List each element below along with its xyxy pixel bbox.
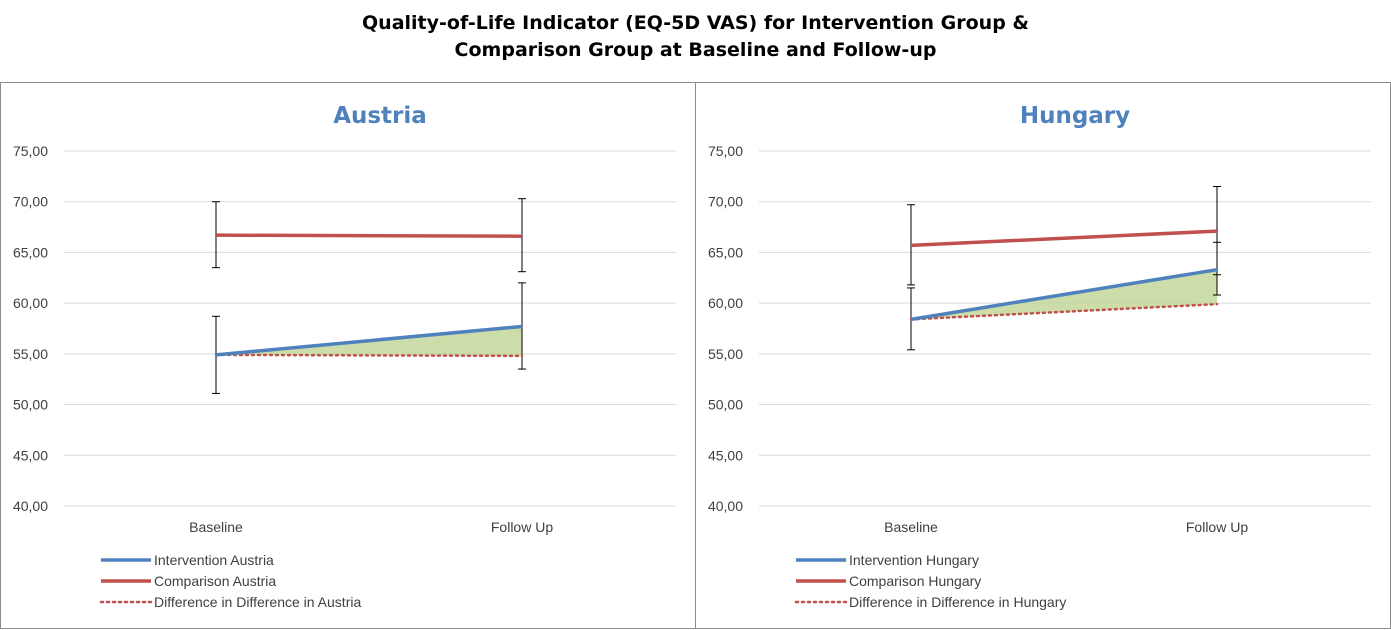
chart-title: Hungary bbox=[1020, 103, 1130, 129]
y-tick-label: 45,00 bbox=[708, 447, 743, 463]
x-tick-label: Baseline bbox=[189, 519, 243, 535]
page-title-line-2: Comparison Group at Baseline and Follow-… bbox=[454, 39, 937, 61]
x-tick-label: Follow Up bbox=[1186, 519, 1248, 535]
y-tick-label: 75,00 bbox=[708, 143, 743, 159]
y-tick-label: 65,00 bbox=[13, 244, 48, 260]
y-tick-label: 50,00 bbox=[13, 397, 48, 413]
y-tick-label: 70,00 bbox=[13, 194, 48, 210]
y-tick-label: 40,00 bbox=[708, 498, 743, 514]
legend-label: Difference in Difference in Austria bbox=[154, 594, 361, 610]
hungary-chart: Hungary 40,00 45,00 50,00 55,00 60,00 65,00 70,… bbox=[708, 103, 1371, 610]
austria-chart-panel: Austria 40,00 45,00 50,00 55,00 60,00 65,00 70,… bbox=[0, 82, 696, 629]
y-tick-label: 60,00 bbox=[708, 295, 743, 311]
legend-label: Intervention Austria bbox=[154, 552, 274, 568]
legend-label: Difference in Difference in Hungary bbox=[849, 594, 1066, 610]
legend-label: Comparison Hungary bbox=[849, 573, 981, 589]
y-tick-label: 40,00 bbox=[13, 498, 48, 514]
austria-chart: Austria 40,00 45,00 50,00 55,00 60,00 65,00 70,… bbox=[13, 103, 676, 610]
series-line-intervention-hungary bbox=[910, 267, 1218, 322]
y-tick-label: 65,00 bbox=[708, 244, 743, 260]
y-tick-label: 55,00 bbox=[13, 346, 48, 362]
legend-label: Intervention Hungary bbox=[849, 552, 979, 568]
y-tick-label: 60,00 bbox=[13, 295, 48, 311]
series-line-difference-in-difference-in-austria bbox=[214, 353, 524, 358]
x-tick-label: Follow Up bbox=[491, 519, 553, 535]
y-tick-label: 45,00 bbox=[13, 447, 48, 463]
series-line-comparison-hungary bbox=[910, 229, 1218, 248]
page-title-line-1: Quality-of-Life Indicator (EQ-5D VAS) fo… bbox=[362, 12, 1029, 34]
y-tick-label: 50,00 bbox=[708, 397, 743, 413]
series-line-comparison-austria bbox=[215, 233, 523, 238]
chart-title: Austria bbox=[333, 103, 427, 129]
x-tick-label: Baseline bbox=[884, 519, 938, 535]
hungary-chart-panel: Hungary 40,00 45,00 50,00 55,00 60,00 65,00 70,… bbox=[695, 82, 1391, 629]
series-line-difference-in-difference-in-hungary bbox=[909, 302, 1219, 321]
y-tick-label: 55,00 bbox=[708, 346, 743, 362]
legend-label: Comparison Austria bbox=[154, 573, 276, 589]
page-title: Quality-of-Life Indicator (EQ-5D VAS) fo… bbox=[0, 10, 1391, 64]
y-tick-label: 70,00 bbox=[708, 194, 743, 210]
y-tick-label: 75,00 bbox=[13, 143, 48, 159]
series-line-intervention-austria bbox=[215, 324, 523, 357]
